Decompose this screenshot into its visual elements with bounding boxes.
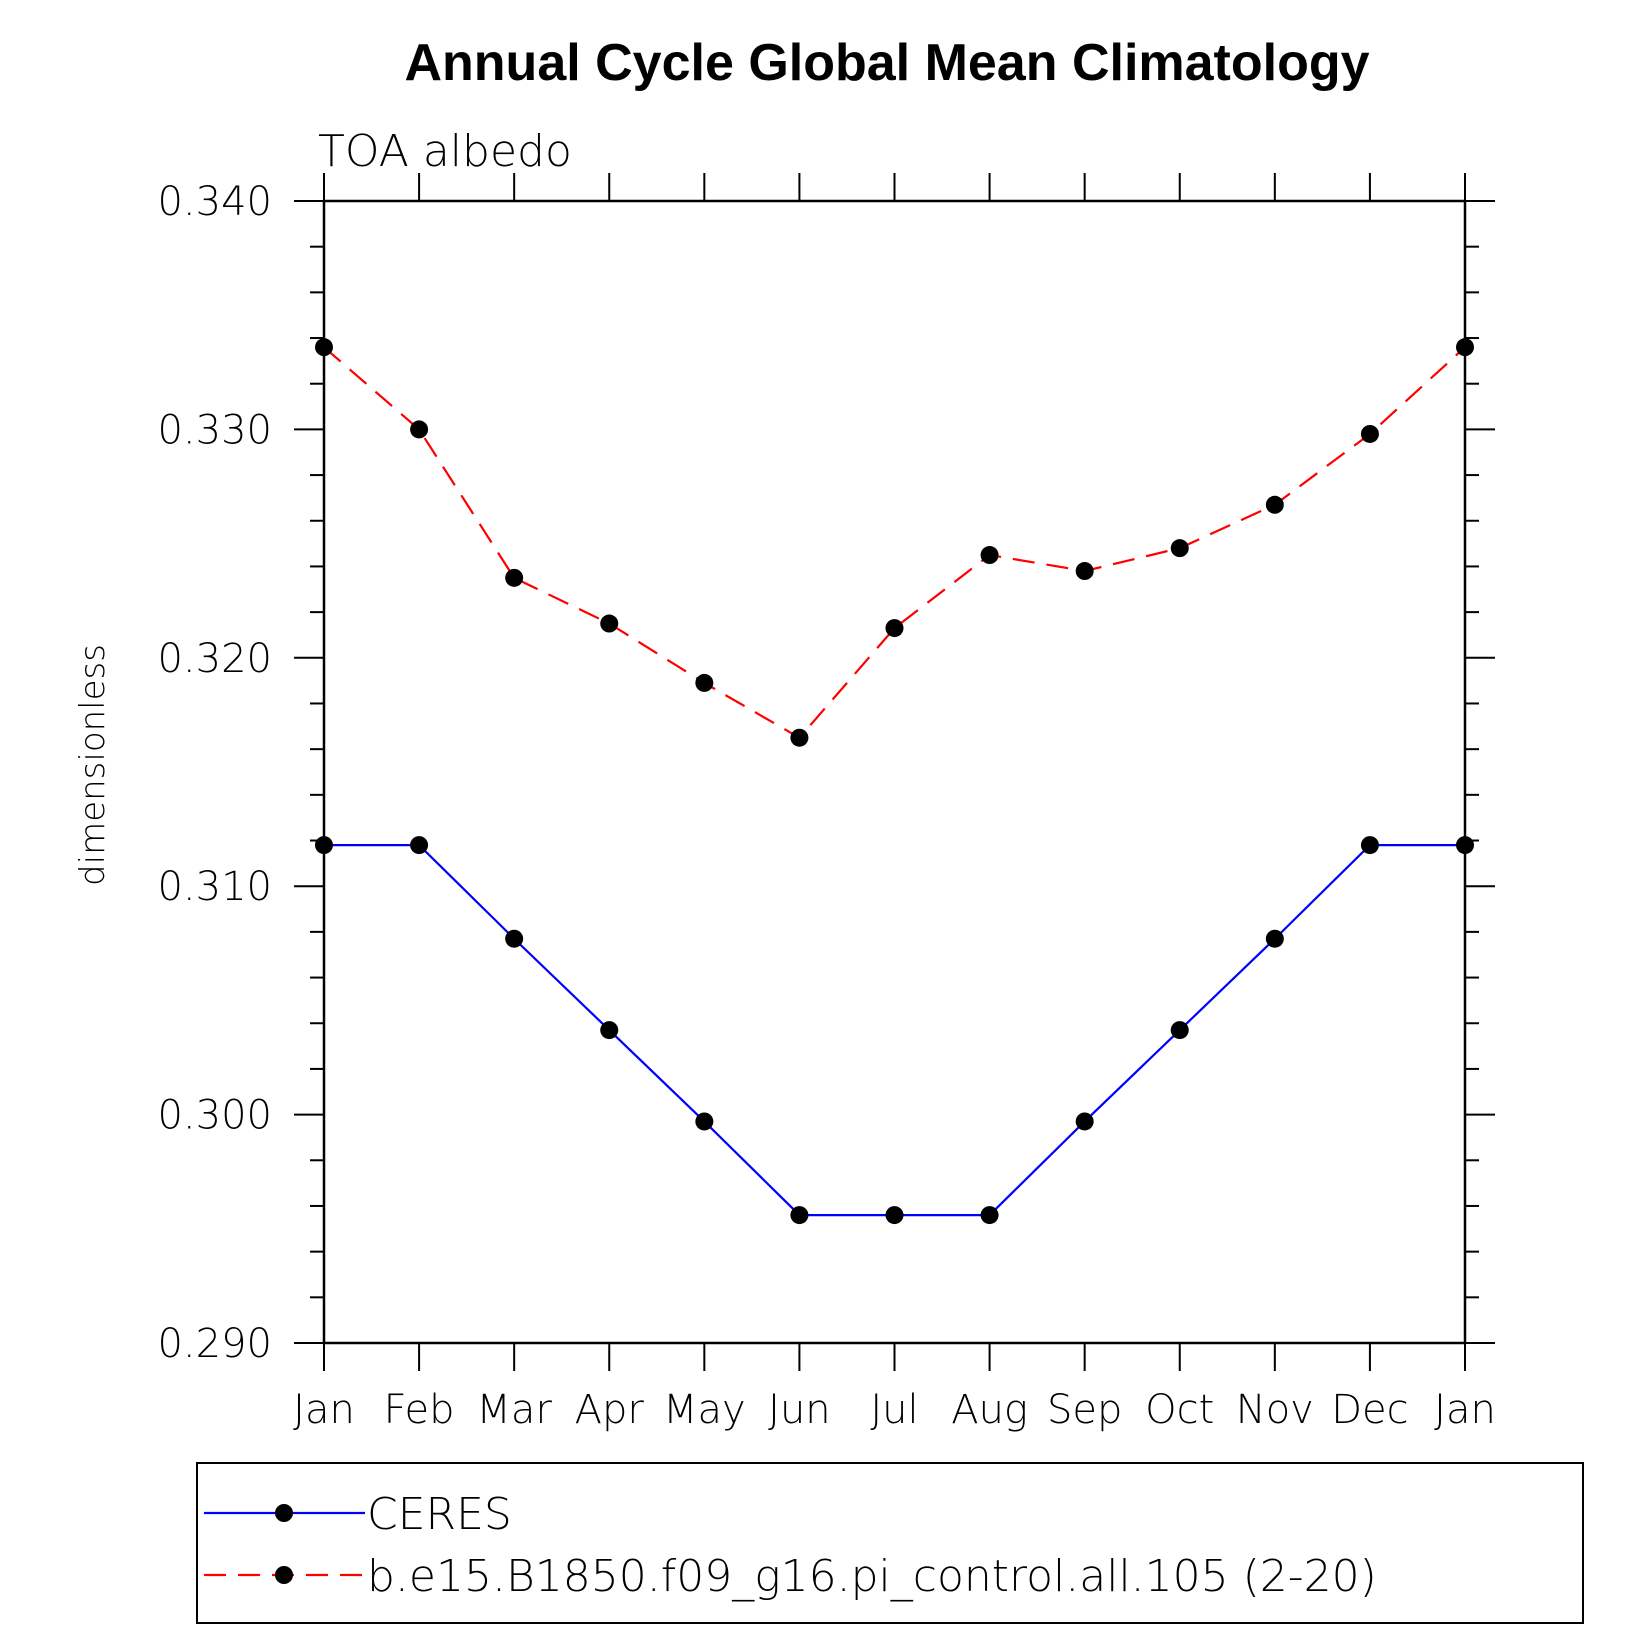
data-point — [1360, 424, 1379, 443]
x-tick-label: Jun — [768, 1387, 831, 1433]
x-tick-label: Mar — [476, 1387, 552, 1433]
data-point — [790, 728, 809, 747]
data-point — [505, 568, 524, 587]
legend-box — [196, 1462, 1584, 1624]
legend-item-2: b.e15.B1850.f09_g16.pi_control.all.105 (… — [204, 1551, 1377, 1602]
x-tick-label: Apr — [575, 1387, 645, 1433]
data-point — [980, 546, 999, 565]
legend-item-1: CERES — [204, 1489, 512, 1540]
series-line — [323, 346, 1466, 740]
legend-marker — [275, 1566, 293, 1584]
data-point — [1075, 562, 1094, 581]
legend-marker — [275, 1504, 293, 1522]
y-tick-label: 0.330 — [157, 407, 272, 453]
x-tick-label: Feb — [384, 1387, 455, 1433]
x-tick-label: Jan — [293, 1387, 355, 1433]
data-point — [315, 836, 333, 855]
legend: CERES b.e15.B1850.f09_g16.pi_control.all.… — [196, 1462, 1584, 1624]
x-tick-label: Oct — [1145, 1387, 1214, 1433]
data-point — [1360, 836, 1379, 855]
y-axis-label: dimensionless — [73, 644, 113, 886]
legend-label: CERES — [367, 1489, 512, 1540]
x-tick-label: Aug — [951, 1387, 1028, 1433]
plot-frame — [322, 199, 1467, 1345]
data-point — [1170, 539, 1189, 558]
series-line — [324, 843, 1465, 1217]
axes — [322, 199, 1467, 1345]
y-tick-label: 0.320 — [157, 636, 272, 682]
tick-marks — [294, 173, 1495, 1371]
data-point — [1265, 495, 1284, 514]
series-1 — [315, 836, 1474, 1225]
y-tick-label: 0.340 — [157, 179, 272, 225]
series-2 — [315, 338, 1474, 747]
y-tick-label: 0.310 — [157, 864, 272, 910]
data-point — [410, 836, 429, 855]
x-tick-label: May — [663, 1387, 746, 1433]
tick-labels: Jan Feb Mar Apr May Jun Jul Aug Sep Oct Nov Dec Jan 0… — [157, 179, 1495, 1433]
x-tick-label: Nov — [1236, 1387, 1314, 1433]
x-tick-label: Jul — [870, 1387, 918, 1433]
data-point — [790, 1206, 809, 1225]
x-tick-label: Dec — [1331, 1387, 1408, 1433]
data-point — [1456, 836, 1474, 855]
y-tick-label: 0.300 — [157, 1093, 272, 1139]
legend-label: b.e15.B1850.f09_g16.pi_control.all.105 (… — [367, 1551, 1377, 1602]
data-point — [1170, 1021, 1189, 1040]
data-point — [695, 673, 714, 692]
data-point — [410, 420, 429, 439]
legend-items: CERES b.e15.B1850.f09_g16.pi_control.all.… — [204, 1489, 1377, 1602]
data-point — [885, 1206, 904, 1225]
data-point — [505, 929, 524, 948]
x-tick-label: Sep — [1047, 1387, 1122, 1433]
chart-title: Annual Cycle Global Mean Climatology — [404, 34, 1369, 92]
data-point — [885, 619, 904, 638]
plot-series — [315, 338, 1474, 1225]
data-point — [980, 1206, 999, 1225]
chart-subtitle: TOA albedo — [318, 126, 572, 177]
data-point — [315, 338, 333, 357]
data-point — [600, 1021, 619, 1040]
data-point — [1075, 1112, 1094, 1131]
data-point — [1456, 338, 1474, 357]
data-point — [1265, 929, 1284, 948]
data-point — [695, 1112, 714, 1131]
data-point — [600, 614, 619, 633]
y-tick-label: 0.290 — [157, 1321, 272, 1367]
x-tick-label: Jan — [1434, 1387, 1496, 1433]
